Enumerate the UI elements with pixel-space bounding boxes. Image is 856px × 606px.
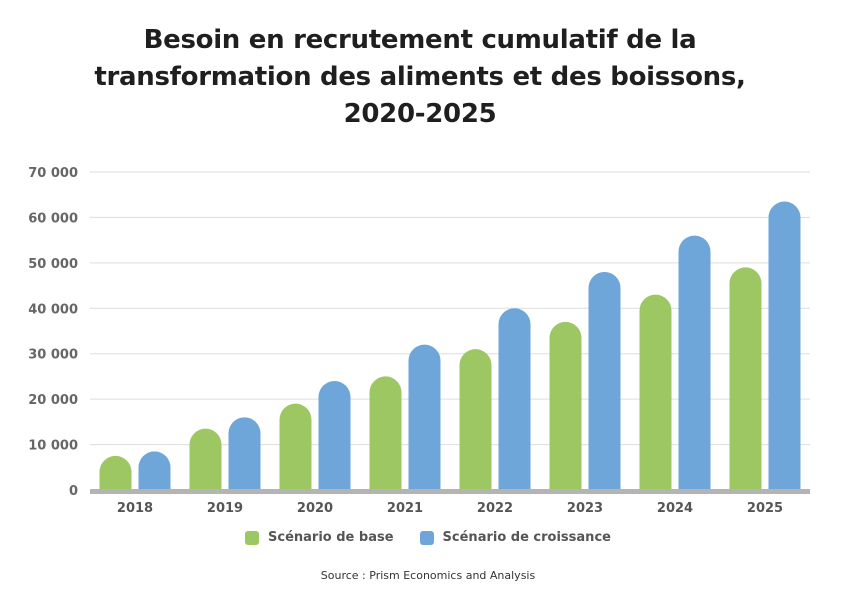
bar-croissance xyxy=(318,380,351,490)
y-axis-labels: 0 10 000 20 000 30 000 40 000 50 000 60 000 70 … xyxy=(28,166,78,499)
bar-croissance xyxy=(138,451,171,490)
bar-base xyxy=(189,428,222,490)
bar-base xyxy=(459,349,492,490)
legend-label-base: Scénario de base xyxy=(268,530,394,545)
title-line-2: transformation des aliments et des boiss… xyxy=(94,62,746,92)
legend-swatch-base xyxy=(245,530,260,545)
bar-base xyxy=(729,267,762,490)
bar-croissance xyxy=(678,235,711,490)
y-tick-label: 50 000 xyxy=(28,257,78,272)
x-tick-label: 2018 xyxy=(117,501,153,516)
legend-swatch-croissance xyxy=(419,530,434,545)
x-axis-labels: 2018 2019 2020 2021 2022 2023 2024 2025 xyxy=(117,501,783,516)
bar-chart: 0 10 000 20 000 30 000 40 000 50 000 60 000 70 … xyxy=(28,166,810,516)
bar-base xyxy=(639,294,672,490)
bars xyxy=(99,201,801,490)
x-tick-label: 2020 xyxy=(297,501,333,516)
legend-label-croissance: Scénario de croissance xyxy=(442,530,611,545)
x-tick-label: 2023 xyxy=(567,501,603,516)
source-note: Source : Prism Economics and Analysis xyxy=(320,569,536,582)
bar-croissance xyxy=(408,344,441,490)
y-tick-label: 60 000 xyxy=(28,211,78,226)
y-tick-label: 10 000 xyxy=(28,439,78,454)
y-tick-label: 70 000 xyxy=(28,166,78,181)
bar-croissance xyxy=(588,271,621,490)
y-tick-label: 40 000 xyxy=(28,302,78,317)
x-tick-label: 2025 xyxy=(747,501,783,516)
title-line-3: 2020-2025 xyxy=(343,99,497,129)
legend-item-base: Scénario de base xyxy=(245,530,394,545)
y-tick-label: 0 xyxy=(69,484,78,499)
bar-base xyxy=(549,321,582,490)
legend-item-croissance: Scénario de croissance xyxy=(419,530,611,545)
chart-title: Besoin en recrutement cumulatif de la tr… xyxy=(0,22,840,133)
x-tick-label: 2019 xyxy=(207,501,243,516)
x-tick-label: 2021 xyxy=(387,501,423,516)
bar-croissance xyxy=(768,201,801,490)
bar-croissance xyxy=(498,308,531,490)
bar-base xyxy=(279,403,312,490)
x-axis-line xyxy=(90,489,810,494)
bar-croissance xyxy=(228,417,261,490)
title-line-1: Besoin en recrutement cumulatif de la xyxy=(143,25,697,55)
x-tick-label: 2022 xyxy=(477,501,513,516)
bar-base xyxy=(99,455,132,490)
bar-base xyxy=(369,376,402,490)
legend: Scénario de base Scénario de croissance xyxy=(0,530,856,545)
y-tick-label: 30 000 xyxy=(28,348,78,363)
x-tick-label: 2024 xyxy=(657,501,693,516)
y-tick-label: 20 000 xyxy=(28,393,78,408)
